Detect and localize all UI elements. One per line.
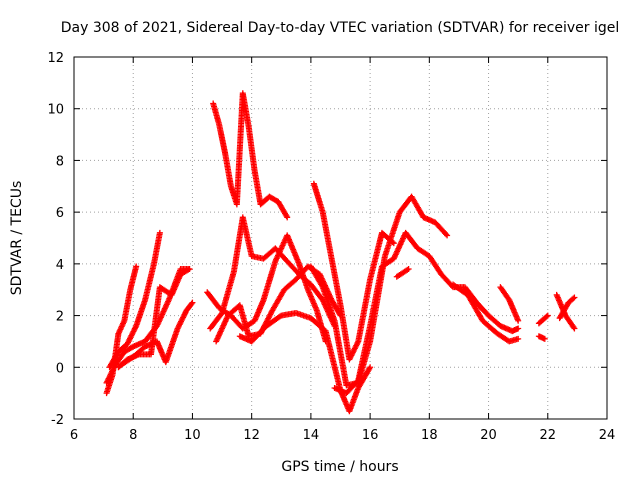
x-tick-label: 6 xyxy=(70,428,78,443)
x-tick-label: 12 xyxy=(243,428,260,443)
data-series-arc-17 xyxy=(497,284,522,324)
x-tick-label: 14 xyxy=(303,428,320,443)
data-point-marker xyxy=(571,325,578,332)
data-point-marker xyxy=(515,325,522,332)
data-point-marker xyxy=(284,214,291,221)
data-point-marker xyxy=(283,213,290,220)
grid xyxy=(74,57,607,419)
data-point-marker xyxy=(405,266,412,273)
y-tick-label: 10 xyxy=(47,103,64,118)
data-point-marker xyxy=(570,324,577,331)
data-point-marker xyxy=(367,364,374,371)
data-point-marker xyxy=(189,299,196,306)
data-point-marker xyxy=(277,313,284,320)
data-point-marker xyxy=(444,232,451,239)
y-tick-label: 12 xyxy=(47,51,64,66)
data-series-arc-10 xyxy=(236,309,374,415)
chart-title: Day 308 of 2021, Sidereal Day-to-day VTE… xyxy=(61,20,620,36)
x-tick-label: 22 xyxy=(540,428,557,443)
x-tick-label: 10 xyxy=(184,428,201,443)
data-series-arc-21 xyxy=(556,294,578,322)
y-tick-label: 4 xyxy=(56,258,64,273)
data-point-marker xyxy=(544,312,551,319)
y-tick-label: 6 xyxy=(56,206,64,221)
x-tick-label: 16 xyxy=(362,428,379,443)
data-series-arc-18 xyxy=(535,312,551,327)
x-tick-label: 8 xyxy=(129,428,137,443)
data-point-marker xyxy=(156,229,163,236)
data-point-marker xyxy=(404,266,411,273)
data-series xyxy=(103,90,578,415)
data-series-arc-5 xyxy=(118,299,196,368)
data-point-marker xyxy=(515,335,522,342)
data-series-arc-6 xyxy=(210,90,291,221)
y-tick-label: 8 xyxy=(56,154,64,169)
y-tick-label: 2 xyxy=(56,310,64,325)
data-point-marker xyxy=(571,294,578,301)
data-point-marker xyxy=(186,266,193,273)
x-tick-label: 24 xyxy=(599,428,616,443)
data-series-arc-8 xyxy=(207,214,338,332)
data-point-marker xyxy=(443,231,450,238)
axes xyxy=(73,56,608,420)
data-series-arc-14 xyxy=(393,266,412,280)
data-point-marker xyxy=(515,317,522,324)
data-point-marker xyxy=(543,313,550,320)
x-tick-label: 20 xyxy=(480,428,497,443)
data-series-arc-16 xyxy=(470,297,522,335)
data-point-marker xyxy=(188,300,195,307)
plot-frame xyxy=(73,56,608,420)
data-point-marker xyxy=(570,295,577,302)
x-axis-label: GPS time / hours xyxy=(281,459,398,475)
y-tick-label: -2 xyxy=(51,413,64,428)
data-series-arc-19 xyxy=(535,333,548,342)
y-tick-label: 0 xyxy=(56,361,64,376)
x-tick-label: 18 xyxy=(421,428,438,443)
data-point-marker xyxy=(541,335,548,342)
data-point-marker xyxy=(133,263,140,270)
data-series-arc-13 xyxy=(331,229,492,397)
data-point-marker xyxy=(185,266,192,273)
data-point-marker xyxy=(390,240,397,247)
data-series-arc-11 xyxy=(310,180,397,363)
y-axis-label: SDTVAR / TECUs xyxy=(9,181,25,296)
data-series-arc-2 xyxy=(106,229,163,371)
